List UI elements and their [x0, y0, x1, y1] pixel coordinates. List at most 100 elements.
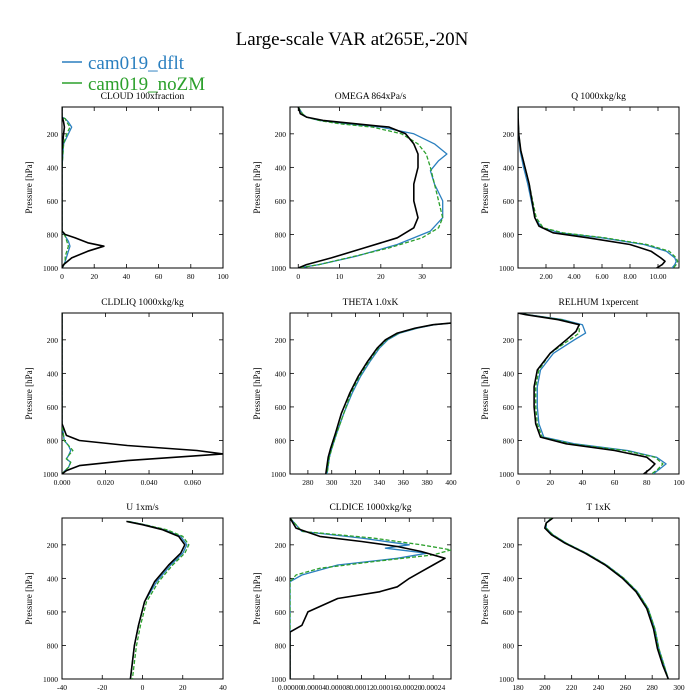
y-tick-label: 1000 — [43, 675, 58, 684]
panel-title: THETA 1.0xK — [343, 298, 399, 308]
x-tick-label: 260 — [620, 683, 632, 692]
y-tick-label: 600 — [275, 197, 287, 206]
y-tick-label: 400 — [503, 369, 515, 378]
panel-6: RELHUM 1xpercent Pressure [hPa] 0 20 40 60 80 1… — [480, 298, 685, 487]
series-line-cam019-noZM — [62, 313, 74, 474]
x-tick-label: -20 — [97, 683, 107, 692]
figure-title: Large-scale VAR at265E,-20N — [236, 29, 469, 50]
series-line-cam019-dflt — [62, 313, 72, 474]
x-tick-label: 100 — [673, 478, 685, 487]
x-tick-label: 360 — [398, 478, 410, 487]
y-tick-label: 400 — [503, 163, 515, 172]
y-axis-label: Pressure [hPa] — [24, 161, 34, 213]
legend-label-noZM: cam019_noZM — [88, 74, 205, 95]
y-tick-label: 600 — [503, 608, 515, 617]
plot-frame — [289, 312, 452, 475]
y-tick-label: 400 — [503, 574, 515, 583]
y-tick-label: 1000 — [43, 264, 58, 273]
plot-frame — [61, 312, 224, 475]
x-tick-label: 300 — [326, 478, 338, 487]
y-axis-label: Pressure [hPa] — [252, 367, 262, 419]
panels: CLOUD 100xfraction Pressure [hPa] 0 20 40 60 8… — [24, 91, 685, 692]
panel-4: CLDLIQ 1000xkg/kg Pressure [hPa] 0.000 0.02… — [24, 298, 224, 487]
x-tick-label: 8.00 — [623, 272, 636, 281]
series-line-cam019-noZM — [545, 518, 669, 679]
x-tick-label: 0.00000 — [278, 683, 303, 692]
x-tick-label: 0.060 — [184, 478, 201, 487]
y-tick-label: 200 — [503, 130, 515, 139]
x-tick-label: 10.00 — [650, 272, 667, 281]
x-tick-label: 200 — [539, 683, 551, 692]
panel-2: OMEGA 864xPa/s Pressure [hPa] 0 10 20 30 200 40… — [252, 92, 452, 281]
y-tick-label: 400 — [275, 369, 287, 378]
series-line-obs — [325, 322, 451, 474]
plot-frame — [289, 106, 452, 269]
y-tick-label: 600 — [47, 608, 59, 617]
y-tick-label: 400 — [47, 574, 59, 583]
x-tick-label: 380 — [422, 478, 434, 487]
x-tick-label: 0.040 — [141, 478, 158, 487]
x-tick-label: 180 — [512, 683, 524, 692]
series-line-cam019-noZM — [326, 322, 451, 474]
x-tick-label: 340 — [374, 478, 386, 487]
x-tick-label: 0.000 — [54, 478, 71, 487]
series-line-cam019-noZM — [518, 313, 664, 474]
x-tick-label: 60 — [611, 478, 619, 487]
y-tick-label: 600 — [503, 197, 515, 206]
x-tick-label: 0 — [516, 478, 520, 487]
x-tick-label: 2.00 — [539, 272, 552, 281]
y-tick-label: 200 — [503, 541, 515, 550]
series-line-obs — [62, 107, 105, 268]
y-tick-label: 1000 — [499, 675, 514, 684]
plot-frame — [517, 312, 680, 475]
x-tick-label: 0.00016 — [373, 683, 398, 692]
plot-frame — [517, 106, 680, 269]
y-tick-label: 800 — [47, 641, 59, 650]
panel-5: THETA 1.0xK Pressure [hPa] 280 300 320 340 360… — [252, 298, 457, 487]
y-tick-label: 1000 — [271, 470, 286, 479]
y-axis-label: Pressure [hPa] — [480, 572, 490, 624]
plot-frame — [61, 106, 224, 269]
x-tick-label: 0.00008 — [326, 683, 351, 692]
y-tick-label: 800 — [275, 436, 287, 445]
y-tick-label: 600 — [47, 403, 59, 412]
x-tick-label: 20 — [546, 478, 554, 487]
series-line-obs — [518, 107, 666, 268]
y-tick-label: 400 — [47, 163, 59, 172]
series-line-cam019-dflt — [128, 520, 188, 679]
x-tick-label: 0 — [60, 272, 64, 281]
panel-3: Q 1000xkg/kg Pressure [hPa] 2.00 4.00 6.00 8.… — [480, 92, 680, 281]
x-tick-label: 0 — [296, 272, 300, 281]
y-tick-label: 1000 — [499, 470, 514, 479]
series-line-obs — [297, 107, 419, 268]
y-tick-label: 800 — [503, 641, 515, 650]
x-tick-label: 6.00 — [595, 272, 608, 281]
y-tick-label: 1000 — [43, 470, 58, 479]
series-line-obs — [126, 520, 186, 679]
y-axis-label: Pressure [hPa] — [252, 161, 262, 213]
legend-label-dflt: cam019_dflt — [88, 53, 185, 74]
x-tick-label: 0.00024 — [421, 683, 446, 692]
x-tick-label: 40 — [123, 272, 131, 281]
plot-frame — [517, 517, 680, 680]
x-tick-label: 300 — [673, 683, 685, 692]
series-line-cam019-noZM — [128, 520, 190, 679]
x-tick-label: 80 — [643, 478, 651, 487]
series-line-obs — [62, 313, 223, 474]
x-tick-label: 400 — [445, 478, 457, 487]
x-tick-label: 240 — [593, 683, 605, 692]
series-line-obs — [544, 518, 670, 679]
x-tick-label: 30 — [418, 272, 426, 281]
x-tick-label: 0 — [141, 683, 145, 692]
panel-title: RELHUM 1xpercent — [559, 298, 639, 308]
y-tick-label: 800 — [503, 230, 515, 239]
x-tick-label: 280 — [647, 683, 659, 692]
series-line-cam019-dflt — [326, 322, 451, 474]
x-tick-label: 280 — [302, 478, 314, 487]
series-line-cam019-dflt — [518, 107, 677, 268]
y-axis-label: Pressure [hPa] — [252, 572, 262, 624]
legend: cam019_dflt cam019_noZM — [62, 53, 205, 95]
y-tick-label: 200 — [275, 336, 287, 345]
x-tick-label: 320 — [350, 478, 362, 487]
x-tick-label: 10 — [336, 272, 344, 281]
